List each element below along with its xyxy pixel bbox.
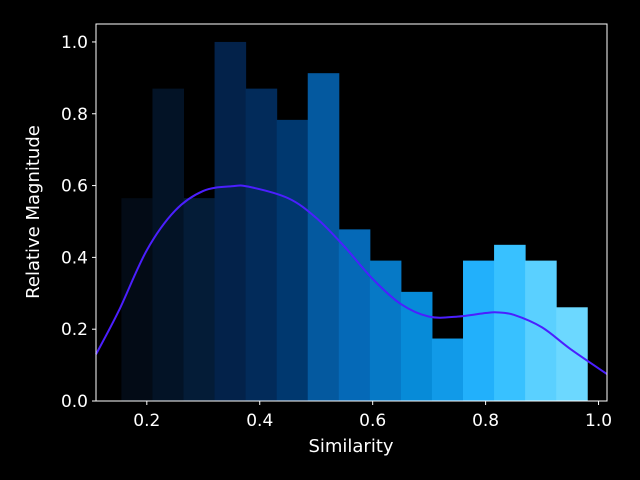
bar-5 [276, 119, 309, 401]
bars-group [121, 41, 588, 402]
x-axis-label: Similarity [308, 436, 393, 457]
y-tick-label: 0.4 [61, 248, 88, 268]
y-tick-label: 0.8 [61, 105, 88, 125]
bar-14 [556, 307, 588, 401]
bar-13 [525, 260, 557, 401]
bar-10 [431, 338, 464, 401]
bar-1 [152, 88, 185, 401]
x-axis-ticks: 0.2 0.4 0.6 0.8 1.0 [133, 401, 612, 431]
bar-7 [338, 229, 371, 401]
y-tick-label: 0.6 [61, 177, 88, 197]
bar-0 [121, 198, 153, 401]
bar-2 [183, 198, 216, 401]
x-tick-label: 1.0 [585, 411, 612, 431]
bar-9 [400, 291, 433, 401]
bar-4 [245, 88, 278, 401]
plot-frame [95, 23, 608, 402]
bar-6 [307, 73, 340, 402]
x-tick-label: 0.6 [359, 411, 386, 431]
x-tick-label: 0.8 [472, 411, 499, 431]
x-tick-label: 0.4 [246, 411, 273, 431]
y-tick-label: 0.0 [61, 392, 88, 412]
bar-12 [494, 244, 526, 401]
y-axis-ticks: 0.0 0.2 0.4 0.6 0.8 1.0 [61, 33, 96, 412]
bar-11 [463, 260, 495, 401]
bar-3 [214, 41, 247, 401]
x-tick-label: 0.2 [133, 411, 160, 431]
density-curve [95, 184, 608, 375]
y-axis-label: Relative Magnitude [23, 125, 44, 299]
bar-8 [369, 260, 402, 401]
y-tick-label: 1.0 [61, 33, 88, 53]
y-tick-label: 0.2 [61, 320, 88, 340]
